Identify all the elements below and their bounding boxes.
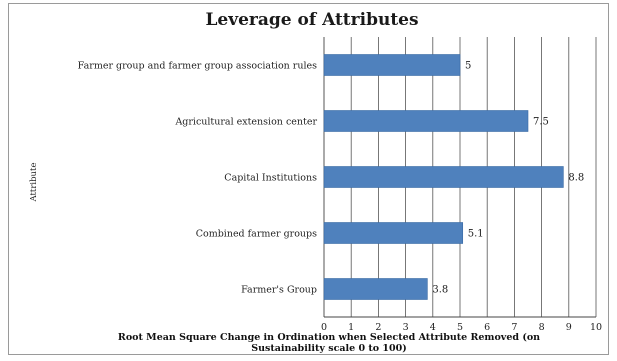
data-label: 5.1	[468, 229, 484, 240]
category-label: Farmer group and farmer group associatio…	[78, 61, 317, 72]
data-label: 8.8	[568, 173, 584, 184]
x-tick-label: 2	[375, 322, 381, 333]
x-tick-label: 1	[348, 322, 354, 333]
x-axis-title-line-1: Root Mean Square Change in Ordination wh…	[118, 332, 540, 343]
bar	[323, 54, 461, 76]
data-label: 5	[465, 61, 471, 72]
bar	[323, 222, 464, 244]
x-tick-label: 4	[430, 322, 436, 333]
label-layer: Farmer group and farmer group associatio…	[78, 61, 585, 296]
x-tick-label: 3	[403, 322, 409, 333]
bar-layer	[323, 54, 564, 300]
category-label: Capital Institutions	[224, 173, 317, 184]
category-label: Combined farmer groups	[196, 229, 317, 240]
chart-title: Leverage of Attributes	[205, 10, 418, 30]
x-tick-label: 5	[457, 322, 463, 333]
x-tick-label: 7	[511, 322, 517, 333]
bar	[323, 166, 564, 188]
tick-layer: 0 1 2 3 4 5 6 7 8 9 10	[321, 322, 602, 333]
x-tick-label: 0	[321, 322, 327, 333]
x-tick-label: 6	[484, 322, 490, 333]
bar	[323, 278, 428, 300]
category-label: Farmer's Group	[241, 285, 317, 296]
category-label: Agricultural extension center	[174, 117, 317, 128]
data-label: 7.5	[533, 117, 549, 128]
y-axis-title: Attribute	[29, 163, 39, 203]
x-tick-label: 10	[590, 322, 602, 333]
data-label: 3.8	[432, 285, 448, 296]
bar	[323, 110, 529, 132]
x-tick-label: 8	[539, 322, 545, 333]
x-axis-title-line-2: Sustainability scale 0 to 100)	[251, 343, 407, 354]
x-tick-label: 9	[566, 322, 572, 333]
